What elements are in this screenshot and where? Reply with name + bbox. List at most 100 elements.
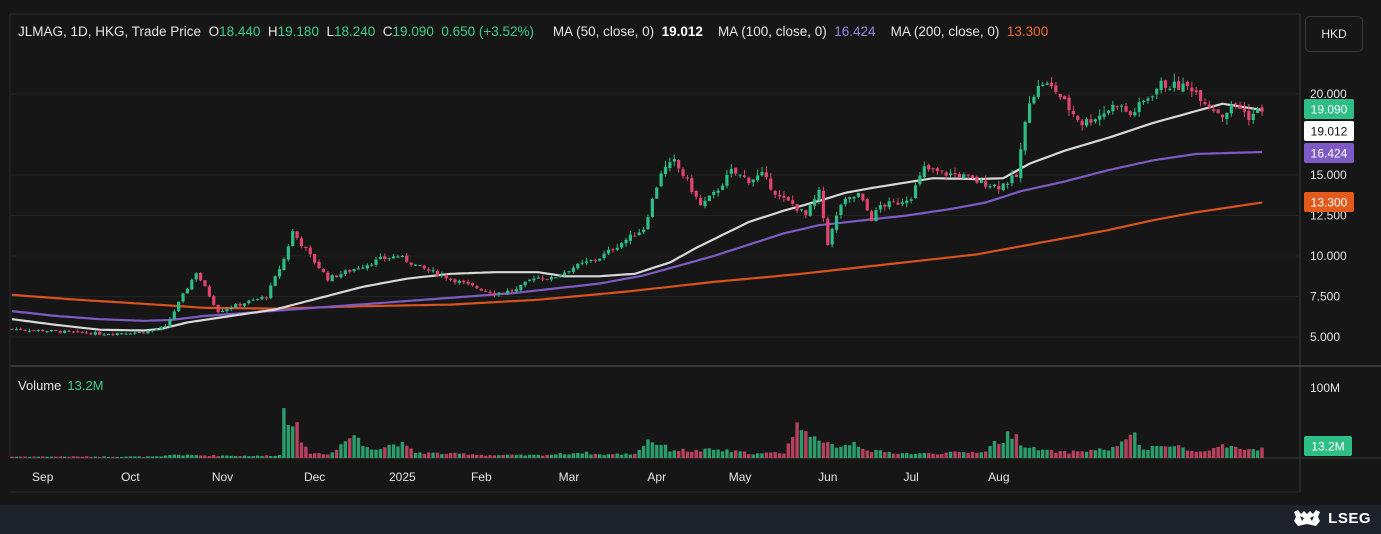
volume-bar — [159, 456, 163, 458]
candle-body — [216, 304, 220, 313]
volume-bar — [365, 447, 369, 458]
volume-bar — [839, 446, 843, 458]
candle-body — [269, 285, 273, 299]
volume-bar — [1119, 441, 1124, 458]
volume-bar — [1019, 445, 1023, 458]
x-tick-label: Apr — [647, 470, 666, 484]
candle-body — [1194, 90, 1198, 93]
candle-body — [1260, 107, 1264, 112]
candle-body — [1084, 119, 1089, 126]
price-tag-label-ma100: 16.424 — [1311, 147, 1348, 161]
candle-body — [1238, 104, 1242, 110]
volume-bar — [532, 454, 536, 458]
candle-body — [1247, 110, 1251, 121]
volume-bar — [944, 452, 948, 458]
volume-bar — [181, 455, 185, 458]
volume-bar — [628, 454, 633, 458]
candle-body — [694, 190, 698, 197]
volume-bar — [900, 453, 905, 458]
volume-bar — [992, 440, 997, 458]
volume-bar — [655, 444, 659, 458]
volume-bar — [1159, 446, 1163, 458]
candle-body — [67, 330, 71, 332]
volume-bar — [321, 454, 326, 458]
candle-body — [957, 173, 961, 178]
volume-bar — [760, 453, 764, 458]
volume-legend-value: 13.2M — [67, 378, 104, 393]
candle-body — [168, 319, 172, 327]
volume-bar — [387, 444, 391, 458]
candle-body — [422, 265, 426, 269]
candle-body — [760, 172, 764, 176]
candle-body — [646, 217, 650, 230]
candle-body — [365, 265, 369, 269]
volume-bar — [869, 452, 874, 458]
candle-body — [1111, 104, 1115, 112]
volume-bar — [584, 451, 589, 458]
x-tick-label: Jun — [818, 470, 837, 484]
candle-body — [799, 209, 804, 211]
volume-bar — [983, 451, 988, 458]
volume-bar — [492, 455, 497, 458]
candle-body — [940, 170, 944, 172]
volume-bar — [10, 456, 14, 458]
volume-bar — [418, 452, 422, 458]
volume-bar — [405, 445, 409, 458]
chart-panel[interactable] — [0, 0, 1381, 505]
price-tag-label-last: 19.090 — [1311, 103, 1348, 117]
footer-bar — [0, 505, 1381, 534]
candle-body — [225, 309, 229, 312]
candle-body — [962, 174, 966, 179]
candle-body — [462, 280, 466, 283]
volume-bar — [176, 454, 181, 458]
candle-body — [1155, 89, 1159, 95]
ma100-label: MA (100, close, 0) — [717, 24, 827, 39]
x-tick-label: Jul — [903, 470, 918, 484]
volume-bar — [707, 448, 712, 458]
volume-bar — [1124, 439, 1128, 458]
volume-bar — [672, 450, 676, 458]
volume-bar — [541, 455, 545, 458]
volume-bar — [277, 455, 282, 458]
candle-body — [172, 311, 176, 320]
candle-body — [177, 301, 181, 312]
volume-bar — [1041, 449, 1045, 458]
candle-body — [418, 265, 422, 267]
volume-bar — [448, 452, 453, 458]
candle-body — [466, 281, 470, 284]
candle-body — [817, 189, 821, 201]
volume-bar — [32, 456, 36, 458]
volume-bar — [330, 452, 334, 458]
candle-body — [984, 181, 988, 187]
volume-bar — [1155, 446, 1159, 458]
candle-body — [330, 275, 334, 282]
volume-bar — [834, 447, 839, 458]
candle-body — [1089, 119, 1093, 123]
volume-bar — [326, 454, 330, 458]
volume-bar — [1163, 446, 1168, 458]
volume-bar — [102, 456, 106, 458]
volume-bar — [488, 455, 492, 458]
candle-body — [804, 210, 808, 215]
volume-bar — [611, 454, 615, 458]
price-volume-chart[interactable]: 5.0007.50010.00012.50015.00020.000100MSe… — [0, 0, 1381, 505]
candle-body — [497, 292, 501, 295]
chart-header: JLMAG, 1D, HKG, Trade Price O18.440 H19.… — [18, 24, 1048, 39]
volume-bar — [207, 456, 212, 458]
volume-bar — [812, 436, 817, 458]
volume-bar — [698, 451, 703, 458]
volume-bar — [220, 455, 225, 458]
currency-button[interactable]: HKD — [1305, 16, 1363, 52]
candle-body — [71, 331, 76, 333]
volume-bar — [791, 437, 795, 458]
candle-body — [1076, 115, 1080, 121]
candle-body — [361, 267, 365, 269]
volume-bar — [203, 455, 207, 458]
candle-body — [1036, 86, 1040, 98]
candle-body — [32, 330, 36, 332]
volume-bar — [580, 453, 584, 458]
volume-bar — [514, 454, 519, 458]
ticker-label: JLMAG, 1D, HKG, Trade Price — [18, 24, 202, 39]
candle-body — [821, 190, 826, 219]
candle-body — [111, 334, 115, 336]
